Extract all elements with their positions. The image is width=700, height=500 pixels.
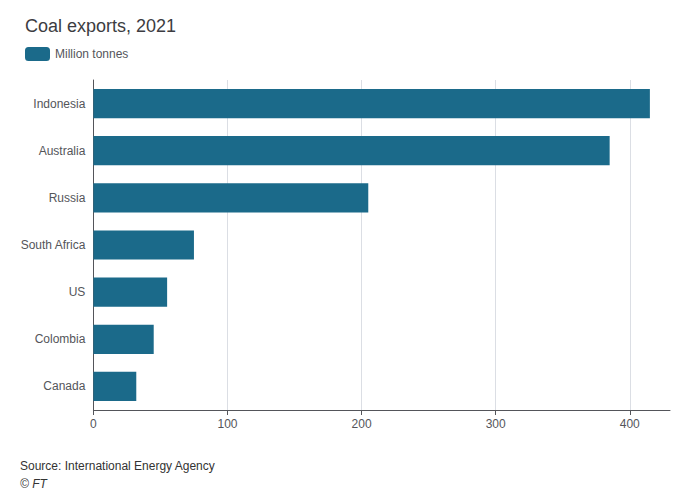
svg-text:Source: International Energy A: Source: International Energy Agency [20, 459, 215, 473]
svg-text:Coal exports, 2021: Coal exports, 2021 [25, 16, 176, 36]
svg-text:100: 100 [217, 417, 237, 431]
svg-text:South Africa: South Africa [21, 238, 86, 252]
svg-text:Russia: Russia [49, 191, 86, 205]
svg-text:400: 400 [620, 417, 640, 431]
svg-text:Colombia: Colombia [35, 332, 86, 346]
svg-text:Million tonnes: Million tonnes [55, 47, 128, 61]
svg-text:300: 300 [486, 417, 506, 431]
svg-text:200: 200 [352, 417, 372, 431]
svg-text:US: US [69, 285, 86, 299]
svg-text:Indonesia: Indonesia [33, 97, 85, 111]
svg-text:Canada: Canada [43, 379, 85, 393]
svg-text:© FT: © FT [20, 477, 49, 491]
svg-text:Australia: Australia [39, 144, 86, 158]
svg-text:0: 0 [90, 417, 97, 431]
